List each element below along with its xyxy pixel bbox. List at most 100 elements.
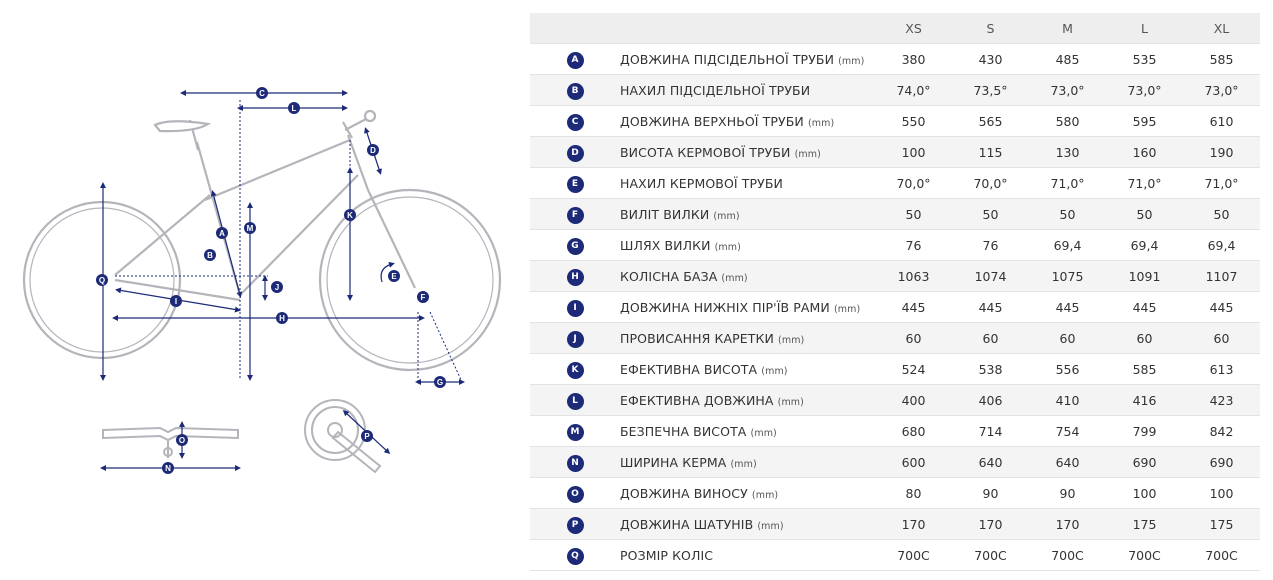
diagram-badges: C L D A M K B Q E J F I H G O N P (96, 87, 446, 474)
value-cell: 565 (952, 105, 1029, 137)
value-cell: 842 (1183, 415, 1260, 447)
table-row: B Нахил підсідельної труби 74,0° 73,5° 73,0°… (530, 74, 1260, 106)
value-cell: 700C (1183, 539, 1260, 571)
value-cell: 430 (952, 43, 1029, 75)
badge-k: K (344, 209, 356, 221)
table-row: E Нахил кермової труби 70,0° 70,0° 71,0° 71,0… (530, 167, 1260, 199)
value-cell: 524 (875, 353, 952, 385)
measurement-name: Довжина шатунів (620, 516, 754, 532)
value-cell: 60 (952, 322, 1029, 354)
value-cell: 115 (952, 136, 1029, 168)
geometry-table: XS S M L XL A Довжина підсідельної труби … (530, 13, 1260, 571)
letter-badge: A (566, 51, 584, 69)
value-cell: 73,0° (1106, 74, 1183, 106)
measurement-unit: (mm) (713, 210, 740, 222)
measurement-unit: (mm) (751, 489, 779, 501)
value-cell: 445 (1106, 291, 1183, 323)
measurement-unit: (mm) (730, 458, 757, 470)
value-cell: 1074 (952, 260, 1029, 292)
row-letter-cell: B (530, 74, 620, 106)
value-cell: 445 (1029, 291, 1106, 323)
table-header-row: XS S M L XL (530, 13, 1260, 44)
row-name-cell: Нахил підсідельної труби (620, 74, 875, 106)
table-row: H Колісна база (mm) 1063 1074 1075 1091 1107 (530, 260, 1260, 292)
crank-arm-detail (331, 430, 382, 474)
measurement-name: Нахил кермової труби (620, 175, 783, 191)
value-cell: 60 (875, 322, 952, 354)
row-name-cell: Ефективна довжина (mm) (620, 384, 875, 416)
measurement-unit: (mm) (761, 365, 788, 377)
value-cell: 585 (1106, 353, 1183, 385)
row-name-cell: Ефективна висота (mm) (620, 353, 875, 385)
row-name-cell: Довжина нижніх пір'їв рами (mm) (620, 291, 875, 323)
head-tube (346, 134, 370, 191)
letter-badge: P (566, 516, 584, 534)
svg-text:G: G (437, 378, 443, 387)
measurement-name: Провисання каретки (620, 330, 774, 346)
letter-badge: I (566, 299, 584, 317)
table-row: M Безпечна висота (mm) 680 714 754 799 842 (530, 415, 1260, 447)
value-cell: 71,0° (1029, 167, 1106, 199)
header-size-xl: XL (1183, 13, 1260, 44)
value-cell: 70,0° (952, 167, 1029, 199)
header-size-m: M (1029, 13, 1106, 44)
value-cell: 76 (952, 229, 1029, 261)
handlebar-detail (102, 426, 239, 442)
value-cell: 799 (1106, 415, 1183, 447)
measurement-name: Безпечна висота (620, 423, 747, 439)
letter-badge: Q (566, 547, 584, 565)
value-cell: 74,0° (875, 74, 952, 106)
value-cell: 585 (1183, 43, 1260, 75)
value-cell: 380 (875, 43, 952, 75)
value-cell: 50 (1106, 198, 1183, 230)
badge-f: F (417, 291, 429, 303)
value-cell: 100 (875, 136, 952, 168)
value-cell: 69,4 (1183, 229, 1260, 261)
letter-badge: B (566, 82, 584, 100)
value-cell: 700C (1029, 539, 1106, 571)
value-cell: 595 (1106, 105, 1183, 137)
row-letter-cell: C (530, 105, 620, 137)
table-row: L Ефективна довжина (mm) 400 406 410 416 423 (530, 384, 1260, 416)
measurement-name: Розмір коліс (620, 547, 714, 563)
measurement-unit: (mm) (778, 334, 805, 346)
svg-text:E: E (391, 272, 397, 281)
row-name-cell: Ширина керма (mm) (620, 446, 875, 478)
value-cell: 406 (952, 384, 1029, 416)
value-cell: 170 (952, 508, 1029, 540)
headset (342, 121, 353, 139)
svg-text:M: M (247, 224, 254, 233)
measurement-name: Колісна база (620, 268, 718, 284)
svg-text:L: L (292, 104, 297, 113)
letter-badge: F (566, 206, 584, 224)
row-letter-cell: A (530, 43, 620, 75)
measurement-unit: (mm) (833, 303, 861, 315)
svg-text:I: I (175, 297, 177, 306)
badge-q: Q (96, 274, 108, 286)
measurement-name: Довжина нижніх пір'їв рами (620, 299, 830, 315)
value-cell: 416 (1106, 384, 1183, 416)
saddle (153, 120, 212, 133)
svg-text:C: C (259, 89, 265, 98)
value-cell: 73,5° (952, 74, 1029, 106)
table-row: A Довжина підсідельної труби (mm) 380 430 48… (530, 43, 1260, 75)
table-row: I Довжина нижніх пір'їв рами (mm) 445 445 44… (530, 291, 1260, 323)
row-letter-cell: F (530, 198, 620, 230)
measurement-name: Висота кермової труби (620, 144, 791, 160)
value-cell: 50 (1183, 198, 1260, 230)
svg-text:Q: Q (99, 276, 105, 285)
letter-badge: D (566, 144, 584, 162)
value-cell: 423 (1183, 384, 1260, 416)
header-size-s: S (952, 13, 1029, 44)
row-letter-cell: P (530, 508, 620, 540)
fork (367, 189, 416, 289)
value-cell: 160 (1106, 136, 1183, 168)
stem (344, 117, 369, 131)
badge-i: I (170, 295, 182, 307)
measurement-name: Нахил підсідельної труби (620, 82, 811, 98)
top-tube (204, 138, 351, 202)
value-cell: 71,0° (1183, 167, 1260, 199)
value-cell: 1107 (1183, 260, 1260, 292)
value-cell: 170 (1029, 508, 1106, 540)
value-cell: 130 (1029, 136, 1106, 168)
